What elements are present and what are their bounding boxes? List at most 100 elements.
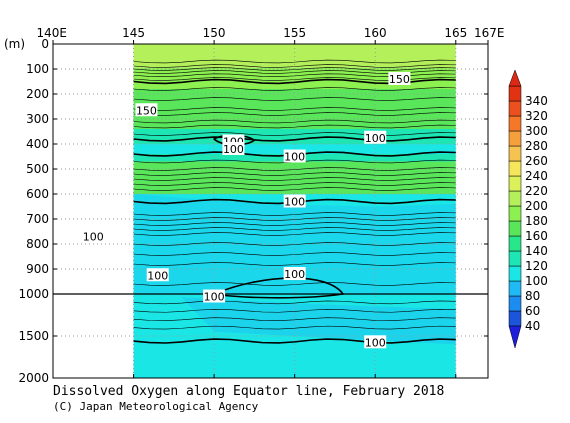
contour-line	[133, 87, 456, 91]
contour-labels: 150150100100100100100100100100100100	[82, 72, 411, 349]
colorbar-swatch	[508, 235, 522, 252]
contour-label: 100	[83, 231, 104, 244]
contour-label-bg	[364, 335, 387, 349]
contour-label-bg	[135, 103, 158, 117]
colorbar-swatch	[508, 265, 522, 282]
contour-line	[133, 212, 456, 216]
colorbar-label: 140	[525, 244, 548, 258]
x-tick-label: 150	[203, 26, 226, 40]
contour-label-bg	[283, 194, 306, 208]
y-tick-label: 0	[41, 37, 49, 51]
contour-label-bg	[388, 72, 411, 85]
contour-label-bg	[203, 289, 226, 303]
y-tick-label: 300	[26, 112, 49, 126]
colorbar-label: 320	[525, 109, 548, 123]
colorbar-label: 240	[525, 169, 548, 183]
contour-line	[133, 97, 456, 101]
oxygen-band	[133, 161, 456, 194]
colorbar-label: 60	[525, 304, 540, 318]
contour-line	[133, 107, 456, 111]
contour-line	[133, 262, 456, 266]
y-tick-label: 2000	[18, 371, 49, 385]
x-tick-label: 155	[283, 26, 306, 40]
contour-line	[133, 187, 456, 191]
contour-label-bg	[222, 142, 245, 155]
contour-line	[133, 309, 456, 313]
contour-label: 100	[284, 268, 305, 281]
contour-line	[133, 59, 456, 64]
y-tick-label: 1000	[18, 287, 49, 301]
colorbar-label: 340	[525, 94, 548, 108]
contour-label: 100	[365, 132, 386, 145]
contour-label: 100	[223, 143, 244, 156]
colorbar-under-arrow	[508, 325, 522, 349]
contour-label-bg	[146, 268, 169, 282]
y-tick-label: 200	[26, 87, 49, 101]
contour-line	[133, 232, 456, 236]
x-tick-label: 165	[444, 26, 467, 40]
colorbar-swatch	[508, 145, 522, 162]
x-tick-label: 140E	[37, 26, 68, 40]
chart-credit: (C) Japan Meteorological Agency	[53, 400, 259, 413]
grid-lines	[53, 44, 488, 378]
colorbar-label: 200	[525, 199, 548, 213]
y-tick-label: 700	[26, 212, 49, 226]
contour-line	[133, 64, 456, 68]
y-axis-ticks: 0 100 200 300 400 500 600 700 800 900 1000 1500 2000…	[4, 37, 488, 385]
colorbar-label: 40	[525, 319, 540, 333]
contour-line	[133, 227, 456, 231]
contour-line	[133, 124, 456, 129]
contour-label-bg	[283, 267, 306, 280]
contour-line	[133, 317, 456, 321]
x-tick-label: 145	[122, 26, 145, 40]
contour-label: 100	[147, 269, 168, 282]
colorbar-swatch	[508, 160, 522, 177]
contour-line-major	[133, 338, 456, 344]
y-tick-label: 400	[26, 137, 49, 151]
colorbar-label: 220	[525, 184, 548, 198]
oxygen-band-deep	[181, 297, 456, 345]
contour-line	[133, 222, 456, 226]
x-axis-ticks: 140E 145 150 155 160 165 167E	[37, 26, 505, 378]
colorbar-label: 100	[525, 274, 548, 288]
contour-label: 150	[136, 104, 157, 117]
contour-label: 100	[284, 151, 305, 164]
colorbar-swatch	[508, 115, 522, 132]
colorbar-swatch	[508, 205, 522, 222]
contour-line	[133, 67, 456, 71]
colorbar-swatch	[508, 220, 522, 237]
oxygen-band	[133, 44, 456, 68]
colorbar-swatch	[508, 85, 522, 102]
colorbar-label: 260	[525, 154, 548, 168]
contour-label: 100	[284, 196, 305, 209]
contour-line	[133, 325, 456, 330]
y-tick-label: 1500	[18, 329, 49, 343]
colorbar: 4060801001201401601802002202402602803003…	[508, 69, 548, 349]
colorbar-label: 180	[525, 214, 548, 228]
colorbar-over-arrow	[508, 69, 522, 87]
contour-line	[133, 282, 456, 286]
y-axis-unit-label: (m)	[4, 37, 25, 51]
contour-label-bg	[283, 149, 306, 163]
y-tick-label: 600	[26, 187, 49, 201]
colorbar-label: 120	[525, 259, 548, 273]
contour-line	[133, 119, 456, 124]
colorbar-swatch	[508, 175, 522, 192]
contour-line	[133, 242, 456, 246]
contour-line	[133, 177, 456, 181]
y-tick-label: 900	[26, 262, 49, 276]
colorbar-swatch	[508, 310, 522, 327]
colorbar-swatch	[508, 280, 522, 297]
contour-line	[133, 252, 456, 256]
colorbar-label: 300	[525, 124, 548, 138]
colorbar-swatch	[508, 190, 522, 207]
colorbar-swatch	[508, 130, 522, 147]
contour-label: 100	[204, 291, 225, 304]
chart-title: Dissolved Oxygen along Equator line, Feb…	[53, 384, 444, 399]
colorbar-label: 160	[525, 229, 548, 243]
colorbar-label: 280	[525, 139, 548, 153]
contour-label: 150	[389, 73, 410, 86]
contour-line-major	[133, 136, 456, 142]
y-tick-label: 800	[26, 237, 49, 251]
